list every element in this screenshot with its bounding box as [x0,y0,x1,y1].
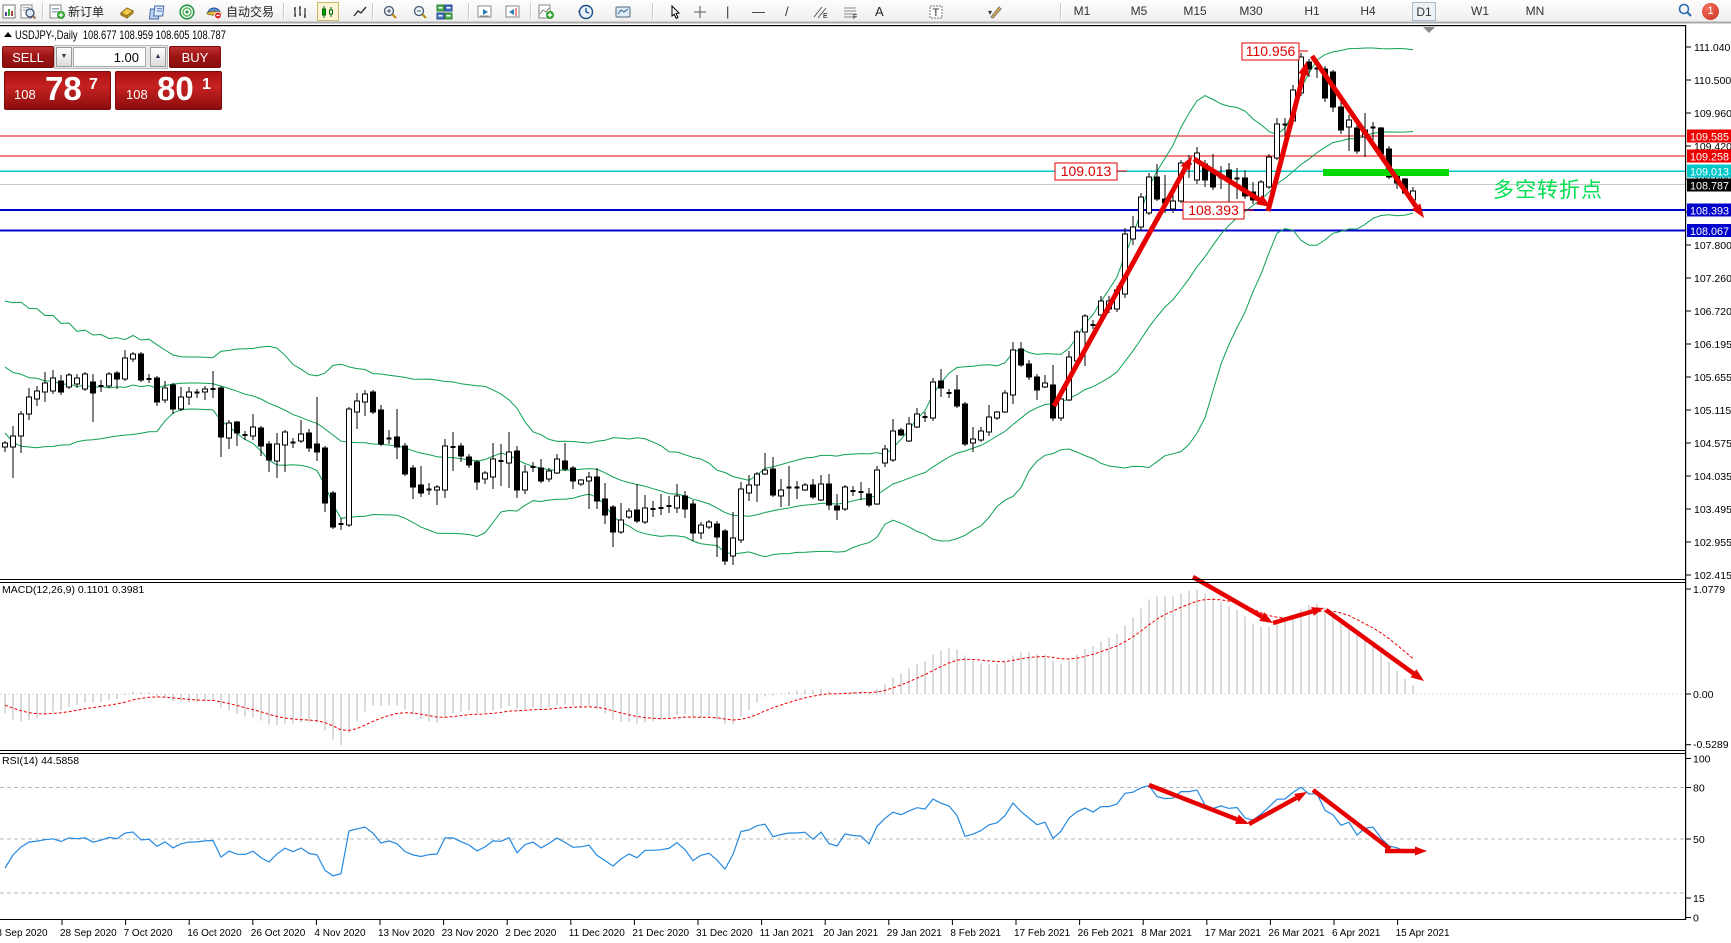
svg-text:多空转折点: 多空转折点 [1493,179,1603,202]
svg-text:15 Apr 2021: 15 Apr 2021 [1396,928,1450,939]
svg-text:2 Dec 2020: 2 Dec 2020 [505,928,557,939]
svg-text:103.495: 103.495 [1694,504,1731,516]
svg-text:80: 80 [1693,783,1705,795]
svg-text:50: 50 [1693,834,1705,846]
svg-text:106.195: 106.195 [1694,339,1731,351]
svg-text:106.720: 106.720 [1694,306,1731,318]
svg-text:26 Feb 2021: 26 Feb 2021 [1078,928,1135,939]
svg-text:11 Jan 2021: 11 Jan 2021 [760,928,815,939]
svg-text:109.258: 109.258 [1690,152,1729,164]
svg-text:109.960: 109.960 [1694,108,1731,120]
svg-text:26 Oct 2020: 26 Oct 2020 [251,928,306,939]
svg-text:8 Mar 2021: 8 Mar 2021 [1141,928,1192,939]
svg-text:0: 0 [1693,913,1699,925]
svg-text:8 Feb 2021: 8 Feb 2021 [950,928,1001,939]
svg-text:29 Jan 2021: 29 Jan 2021 [887,928,942,939]
svg-text:T: T [933,7,940,19]
svg-text:108.067: 108.067 [1690,226,1729,238]
svg-text:13 Nov 2020: 13 Nov 2020 [378,928,435,939]
svg-text:21 Dec 2020: 21 Dec 2020 [632,928,689,939]
svg-text:4 Nov 2020: 4 Nov 2020 [314,928,366,939]
svg-text:0.00: 0.00 [1693,689,1714,701]
svg-text:110.500: 110.500 [1694,75,1731,87]
svg-text:RSI(14) 44.5858: RSI(14) 44.5858 [2,755,79,767]
svg-text:16 Oct 2020: 16 Oct 2020 [187,928,242,939]
svg-text:107.260: 107.260 [1694,273,1731,285]
svg-text:11 Dec 2020: 11 Dec 2020 [569,928,625,939]
svg-text:108.787: 108.787 [1690,181,1729,193]
svg-text:104.575: 104.575 [1694,438,1731,450]
svg-text:109.585: 109.585 [1690,132,1729,144]
svg-text:MACD(12,26,9) 0.1101 0.3981: MACD(12,26,9) 0.1101 0.3981 [2,584,144,596]
svg-text:15: 15 [1693,893,1705,905]
svg-text:1.0779: 1.0779 [1693,584,1725,596]
svg-text:-0.5289: -0.5289 [1693,739,1729,751]
svg-text:31 Dec 2020: 31 Dec 2020 [696,928,753,939]
svg-text:28 Sep 2020: 28 Sep 2020 [60,928,117,939]
svg-text:109.013: 109.013 [1690,167,1729,179]
svg-text:100: 100 [1693,754,1711,766]
svg-text:E: E [823,13,828,20]
svg-text:105.115: 105.115 [1694,405,1731,417]
svg-text:17 Mar 2021: 17 Mar 2021 [1205,928,1262,939]
svg-text:F: F [853,14,857,20]
svg-text:17 Feb 2021: 17 Feb 2021 [1014,928,1071,939]
svg-text:20 Jan 2021: 20 Jan 2021 [823,928,878,939]
svg-text:102.955: 102.955 [1694,537,1731,549]
svg-text:8 Sep 2020: 8 Sep 2020 [0,928,48,939]
svg-text:110.956: 110.956 [1246,43,1296,59]
svg-text:105.655: 105.655 [1694,372,1731,384]
svg-text:108.393: 108.393 [1690,206,1729,218]
svg-text:104.035: 104.035 [1694,471,1731,483]
svg-text:23 Nov 2020: 23 Nov 2020 [442,928,499,939]
svg-text:111.040: 111.040 [1694,42,1731,54]
svg-text:109.013: 109.013 [1061,163,1112,179]
svg-text:107.800: 107.800 [1694,240,1731,252]
svg-text:6 Apr 2021: 6 Apr 2021 [1332,928,1381,939]
svg-text:7 Oct 2020: 7 Oct 2020 [124,928,173,939]
svg-text:26 Mar 2021: 26 Mar 2021 [1268,928,1325,939]
svg-text:108.393: 108.393 [1188,202,1239,218]
svg-text:102.415: 102.415 [1694,570,1731,582]
